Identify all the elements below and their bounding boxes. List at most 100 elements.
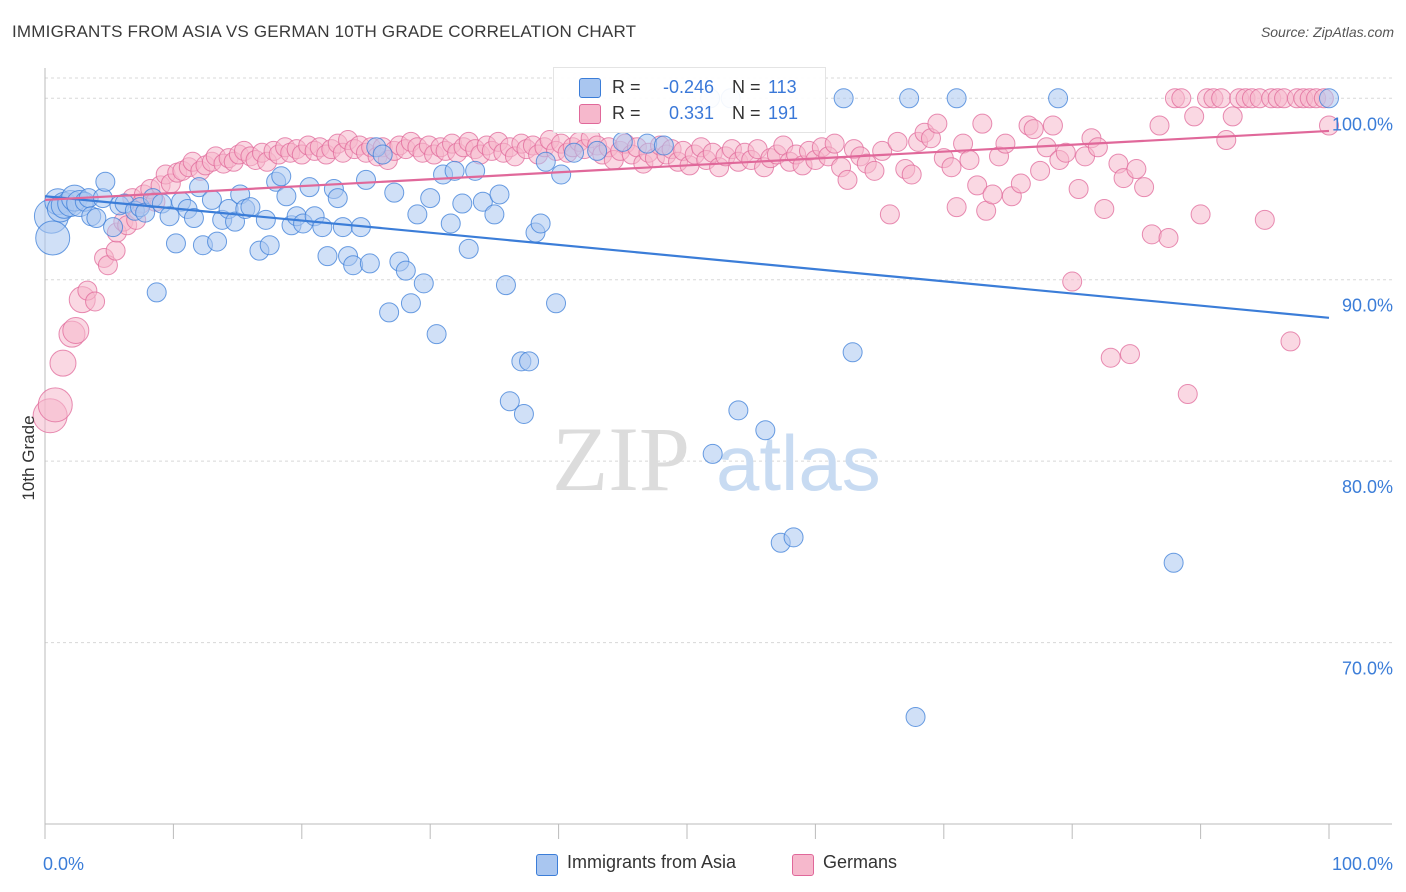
data-point (1023, 119, 1044, 140)
data-point (452, 193, 473, 214)
data-point (946, 88, 967, 109)
data-point (312, 217, 333, 238)
chart-title: IMMIGRANTS FROM ASIA VS GERMAN 10TH GRAD… (12, 22, 637, 41)
stats-legend-row-asia: R = -0.246 N = 113 (554, 75, 825, 101)
data-point (207, 231, 228, 252)
data-point (946, 197, 967, 218)
series-legend: Immigrants from Asia Germans (0, 850, 1406, 880)
data-point (400, 293, 421, 314)
data-point (972, 113, 993, 134)
data-point (1010, 173, 1031, 194)
data-point (864, 160, 885, 181)
axes (44, 68, 1392, 839)
data-point (1126, 159, 1147, 180)
data-point (159, 206, 180, 227)
data-point (1254, 209, 1275, 230)
data-point (941, 157, 962, 178)
data-point (637, 133, 658, 154)
data-point (1134, 177, 1155, 198)
data-point (1062, 271, 1083, 292)
data-point (201, 189, 222, 210)
data-point (927, 113, 948, 134)
data-point (587, 140, 608, 161)
data-point (484, 204, 505, 225)
data-point (37, 387, 73, 423)
n-label: N = (732, 77, 761, 97)
data-point (755, 420, 776, 441)
data-point (259, 235, 280, 256)
data-point (356, 169, 376, 190)
data-point (530, 213, 551, 234)
legend-asia-label: Immigrants from Asia (567, 852, 737, 872)
data-point (343, 255, 364, 276)
data-point (1190, 204, 1211, 225)
data-point (495, 275, 516, 296)
legend-germans-label: Germans (823, 852, 898, 872)
data-point (395, 260, 416, 281)
data-point (49, 349, 77, 377)
watermark: ZIP atlas (552, 408, 881, 510)
data-point (317, 246, 338, 267)
data-point (359, 253, 380, 274)
data-point (564, 142, 585, 163)
data-point (85, 291, 106, 312)
data-point (276, 186, 297, 207)
data-point (551, 164, 572, 185)
data-point (165, 233, 186, 254)
n-value: 113 (768, 77, 797, 97)
data-point (519, 351, 540, 372)
data-point (1158, 227, 1179, 248)
data-point (1068, 179, 1089, 199)
y-tick-label: 80.0% (1342, 477, 1393, 497)
data-point (458, 238, 479, 259)
data-point (299, 177, 320, 198)
data-point (837, 169, 858, 190)
data-point (982, 184, 1003, 205)
source-credit: Source: ZipAtlas.com (1260, 24, 1394, 40)
data-point (653, 135, 674, 156)
legend-asia-swatch (536, 854, 558, 876)
data-point (546, 293, 567, 314)
data-point (1177, 384, 1198, 405)
data-point (1149, 115, 1170, 136)
data-point (1100, 347, 1121, 368)
watermark-atlas: atlas (716, 419, 881, 507)
data-point (995, 133, 1016, 154)
data-point (440, 213, 461, 234)
data-point (1171, 88, 1192, 109)
data-point (420, 188, 441, 209)
y-tick-label: 90.0% (1342, 296, 1393, 316)
data-point (1280, 331, 1301, 352)
data-point (1087, 137, 1108, 158)
data-point (959, 149, 980, 170)
data-point (1094, 198, 1115, 219)
r-label: R = (612, 103, 641, 123)
stats-legend-row-germans: R = 0.331 N = 191 (554, 101, 825, 127)
data-point (1184, 106, 1205, 127)
data-point (489, 184, 510, 205)
data-point (887, 131, 908, 152)
stats-legend: R = -0.246 N = 113 R = 0.331 N = 191 (553, 67, 826, 133)
data-point (444, 160, 465, 181)
data-point (384, 182, 405, 203)
data-point (728, 400, 749, 421)
data-point (1211, 88, 1232, 109)
data-point (612, 131, 633, 152)
y-axis-label: 10th Grade (19, 415, 38, 500)
data-point (413, 273, 434, 294)
data-point (1030, 160, 1051, 181)
data-point (240, 197, 261, 218)
data-point (1319, 88, 1339, 109)
data-point (472, 191, 493, 212)
data-point (535, 151, 556, 172)
data-point (407, 204, 428, 225)
data-point (1216, 130, 1237, 151)
data-point (702, 443, 723, 464)
data-points (32, 88, 1339, 727)
data-point (905, 706, 926, 727)
data-point (1055, 142, 1076, 163)
data-point (426, 324, 447, 345)
x-tick-label: 100.0% (1332, 854, 1393, 874)
data-point (332, 217, 353, 238)
